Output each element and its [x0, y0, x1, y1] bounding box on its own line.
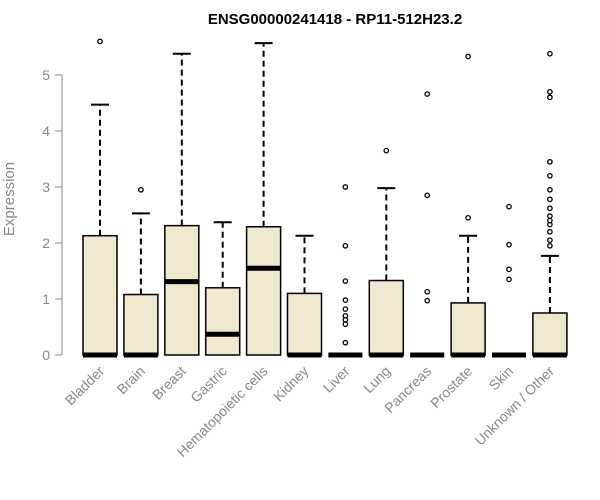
outlier-point — [424, 288, 431, 295]
outlier-point — [547, 50, 553, 57]
y-axis-label: Expression — [1, 162, 18, 236]
outlier-point — [547, 242, 553, 249]
box-iqr — [164, 224, 200, 356]
y-tick-label: 0 — [42, 347, 50, 363]
box-iqr — [368, 279, 405, 356]
outlier-point — [342, 321, 349, 328]
outlier-point — [424, 91, 431, 97]
axes: 0 1 2 3 4 5 — [42, 67, 63, 363]
box-iqr — [245, 226, 282, 356]
x-tick-label: Lung — [360, 363, 393, 396]
outlier-point — [547, 217, 553, 224]
outlier-point — [342, 278, 349, 284]
box-group — [82, 38, 118, 358]
box-group — [410, 91, 445, 358]
outlier-point — [342, 312, 349, 319]
box-iqr — [204, 287, 241, 356]
y-tick-label: 1 — [42, 291, 50, 307]
outlier-point — [342, 339, 349, 346]
outlier-point — [506, 266, 512, 273]
chart-title: ENSG00000241418 - RP11-512H23.2 — [208, 11, 462, 28]
outlier-point — [547, 94, 553, 101]
outlier-point — [506, 276, 512, 283]
outlier-point — [342, 297, 349, 303]
x-tick-label: Liver — [320, 363, 353, 396]
box-iqr — [123, 293, 159, 356]
box-iqr — [532, 312, 568, 356]
box-group — [204, 221, 241, 356]
box-group — [164, 52, 200, 356]
y-tick-label: 5 — [42, 67, 50, 83]
outlier-point — [424, 297, 431, 304]
x-tick-label: Skin — [486, 363, 517, 394]
box-iqr — [450, 302, 486, 356]
outlier-point — [342, 242, 349, 249]
outlier-point — [342, 184, 349, 190]
outlier-point — [138, 186, 144, 193]
box-group — [123, 186, 159, 358]
box-group — [245, 42, 282, 356]
y-tick-label: 2 — [42, 235, 50, 251]
y-tick-label: 3 — [42, 179, 50, 195]
box-group — [286, 234, 323, 358]
outlier-point — [465, 214, 471, 221]
outlier-point — [506, 203, 512, 210]
outlier-point — [547, 228, 553, 235]
box-iqr — [82, 234, 118, 356]
outlier-point — [383, 147, 390, 154]
outlier-point — [547, 186, 553, 193]
x-tick-label: Kidney — [270, 363, 312, 405]
box-group — [532, 50, 568, 358]
x-tick-label: Bladder — [62, 363, 108, 409]
x-tick-label: Breast — [149, 363, 189, 403]
outlier-point — [547, 158, 553, 165]
box-group — [450, 53, 486, 358]
outlier-point — [465, 53, 471, 60]
x-tick-label: Brain — [114, 363, 148, 397]
box-group — [492, 203, 526, 358]
x-tick-label: Prostate — [427, 363, 475, 411]
outlier-point — [97, 38, 103, 45]
y-tick-label: 4 — [42, 123, 50, 139]
outlier-point — [547, 196, 553, 203]
outlier-point — [547, 237, 553, 244]
outlier-point — [506, 241, 512, 248]
box-group — [328, 184, 363, 358]
boxes-layer — [82, 38, 568, 358]
outlier-point — [342, 306, 349, 312]
outlier-point — [547, 88, 553, 95]
outlier-point — [547, 172, 553, 179]
outlier-point — [547, 205, 553, 212]
box-group — [368, 147, 405, 358]
outlier-point — [424, 192, 431, 199]
box-iqr — [286, 292, 323, 356]
outlier-point — [547, 213, 553, 219]
